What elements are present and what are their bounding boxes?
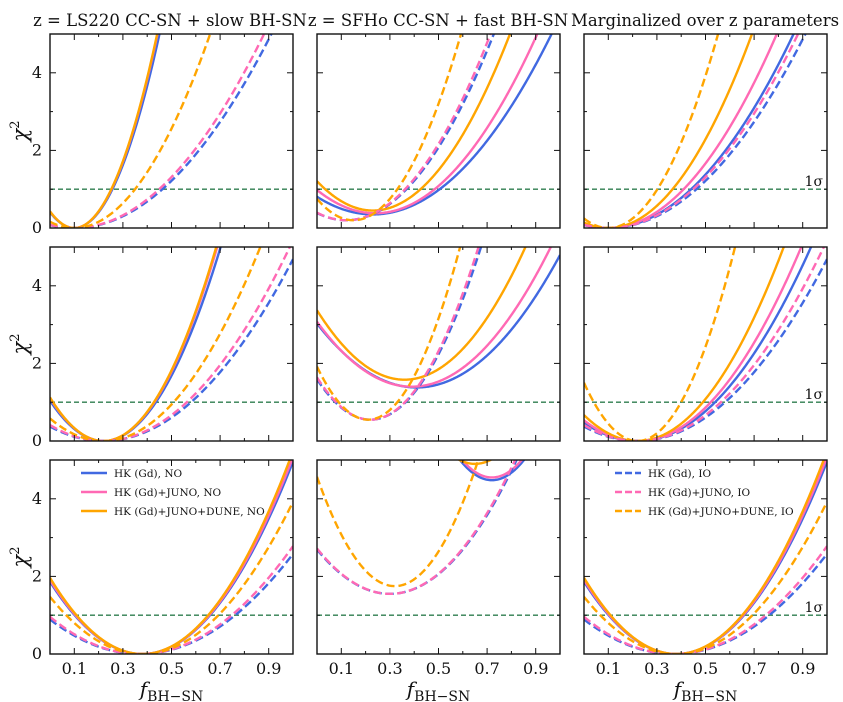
- y-axis-label: χ2: [8, 546, 32, 569]
- panel-r2-c3: 1σ: [583, 246, 828, 442]
- series-hk-gd-juno-dune-no: [584, 460, 825, 654]
- x-axis-label: fBH−SN: [405, 677, 470, 702]
- series-hk-gd-juno-dune-no: [317, 34, 512, 212]
- x-tick-label: 0.7: [741, 659, 766, 678]
- series-hk-gd-juno-no: [317, 34, 539, 215]
- panel-r1-c2: [316, 33, 561, 229]
- y-tick-label: 2: [32, 353, 42, 372]
- panel-r3-c2: 0.1 0.3 0.5 0.7 0.9 fBH−SN: [316, 459, 561, 702]
- column-title-3: Marginalized over z parameters: [571, 11, 839, 30]
- series-hk-gd-juno-io: [50, 545, 293, 654]
- column-title-1: z = LS220 CC-SN + slow BH-SN: [33, 11, 307, 30]
- legend-label: HK (Gd)+JUNO, NO: [114, 487, 222, 499]
- panel-r3-c3: 0.1 0.3 0.5 0.7 0.9 fBH−SN 1σ: [583, 459, 828, 702]
- series-hk-gd-io: [584, 258, 827, 441]
- x-tick-label: 0.3: [644, 659, 669, 678]
- series-hk-gd-io: [50, 553, 293, 654]
- legend-inverted-ordering: HK (Gd), IO HK (Gd)+JUNO, IO HK (Gd)+JUNO+…: [615, 468, 794, 518]
- series-hk-gd-juno-io: [50, 247, 292, 441]
- series-hk-gd-juno-dune-no: [317, 247, 527, 381]
- y-tick-label: 0: [32, 218, 42, 237]
- x-tick-label: 0.9: [256, 659, 281, 678]
- series-hk-gd-juno-dune-no: [50, 460, 291, 654]
- y-tick-label: 2: [32, 566, 42, 585]
- series-hk-gd-juno-dune-io: [317, 247, 462, 421]
- legend-label: HK (Gd), NO: [114, 468, 183, 480]
- x-tick-label: 0.5: [693, 659, 718, 678]
- series-hk-gd-juno-dune-io: [50, 247, 262, 441]
- panel-r2-c2: [316, 246, 561, 442]
- x-tick-label: 0.5: [159, 659, 184, 678]
- y-tick-label: 0: [32, 431, 42, 450]
- y-tick-label: 2: [32, 140, 42, 159]
- series-hk-gd-juno-dune-io: [317, 34, 463, 222]
- y-tick-label: 4: [32, 489, 42, 508]
- series-hk-gd-no: [317, 34, 553, 216]
- sigma-label: 1σ: [805, 174, 824, 190]
- series-hk-gd-juno-dune-io: [50, 34, 212, 228]
- x-axis-label: fBH−SN: [672, 677, 737, 702]
- series-hk-gd-juno-io: [317, 34, 492, 222]
- x-tick-label: 0.9: [790, 659, 815, 678]
- series-hk-gd-juno-dune-no: [50, 34, 159, 228]
- series-hk-gd-juno-io: [50, 34, 266, 228]
- series-hk-gd-juno-io: [584, 34, 800, 228]
- legend-label: HK (Gd)+JUNO, IO: [648, 487, 751, 499]
- series-hk-gd-io: [584, 553, 827, 654]
- series-hk-gd-juno-dune-io: [584, 247, 737, 441]
- series-hk-gd-no: [317, 254, 560, 389]
- y-tick-label: 4: [32, 276, 42, 295]
- series-hk-gd-juno-dune-io: [50, 501, 293, 654]
- x-tick-label: 0.3: [110, 659, 135, 678]
- y-axis-label: χ2: [8, 120, 32, 143]
- panel-r3-c1: 0 2 4 χ2 0.1 0.3 0.5 0.7 0.9 fBH−SN: [8, 459, 294, 702]
- column-title-2: z = SFHo CC-SN + fast BH-SN: [308, 11, 568, 30]
- x-tick-label: 0.3: [377, 659, 402, 678]
- legend-normal-ordering: HK (Gd), NO HK (Gd)+JUNO, NO HK (Gd)+JUNO+…: [81, 468, 265, 518]
- panel-r1-c3: 1σ: [583, 33, 828, 229]
- x-tick-label: 0.1: [596, 659, 621, 678]
- x-tick-label: 0.9: [523, 659, 548, 678]
- x-tick-label: 0.1: [62, 659, 87, 678]
- y-axis-label: χ2: [8, 333, 32, 356]
- series-hk-gd-io: [317, 460, 518, 596]
- y-tick-label: 4: [32, 63, 42, 82]
- x-tick-label: 0.7: [207, 659, 232, 678]
- sigma-label: 1σ: [805, 600, 824, 616]
- series-hk-gd-juno-io: [584, 247, 826, 441]
- series-hk-gd-juno-dune-io: [317, 460, 480, 588]
- axes-frame: [49, 246, 294, 442]
- x-tick-label: 0.5: [426, 659, 451, 678]
- x-tick-label: 0.1: [329, 659, 354, 678]
- x-axis-label: fBH−SN: [138, 677, 203, 702]
- legend-label: HK (Gd)+JUNO+DUNE, IO: [648, 506, 794, 518]
- series-hk-gd-juno-io: [317, 247, 480, 421]
- legend-label: HK (Gd)+JUNO+DUNE, NO: [114, 506, 265, 518]
- series-hk-gd-io: [317, 247, 483, 421]
- axes-frame: [316, 246, 561, 442]
- panel-r2-c1: 0 2 4 χ2: [8, 246, 294, 450]
- x-tick-label: 0.7: [474, 659, 499, 678]
- series-hk-gd-io: [50, 258, 293, 441]
- panel-r1-c1: 0 2 4 χ2: [8, 33, 294, 237]
- legend-label: HK (Gd), IO: [648, 468, 711, 480]
- series-hk-gd-juno-dune-io: [584, 34, 720, 228]
- series-hk-gd-juno-io: [584, 545, 827, 654]
- y-tick-label: 0: [32, 644, 42, 663]
- series-hk-gd-no: [458, 460, 526, 482]
- series-hk-gd-juno-no: [460, 460, 524, 479]
- series-hk-gd-juno-io: [317, 460, 517, 596]
- series-hk-gd-juno-dune-no: [50, 247, 218, 441]
- series-hk-gd-juno-no: [317, 247, 553, 388]
- sigma-label: 1σ: [805, 387, 824, 403]
- series-hk-gd-juno-dune-io: [584, 501, 827, 654]
